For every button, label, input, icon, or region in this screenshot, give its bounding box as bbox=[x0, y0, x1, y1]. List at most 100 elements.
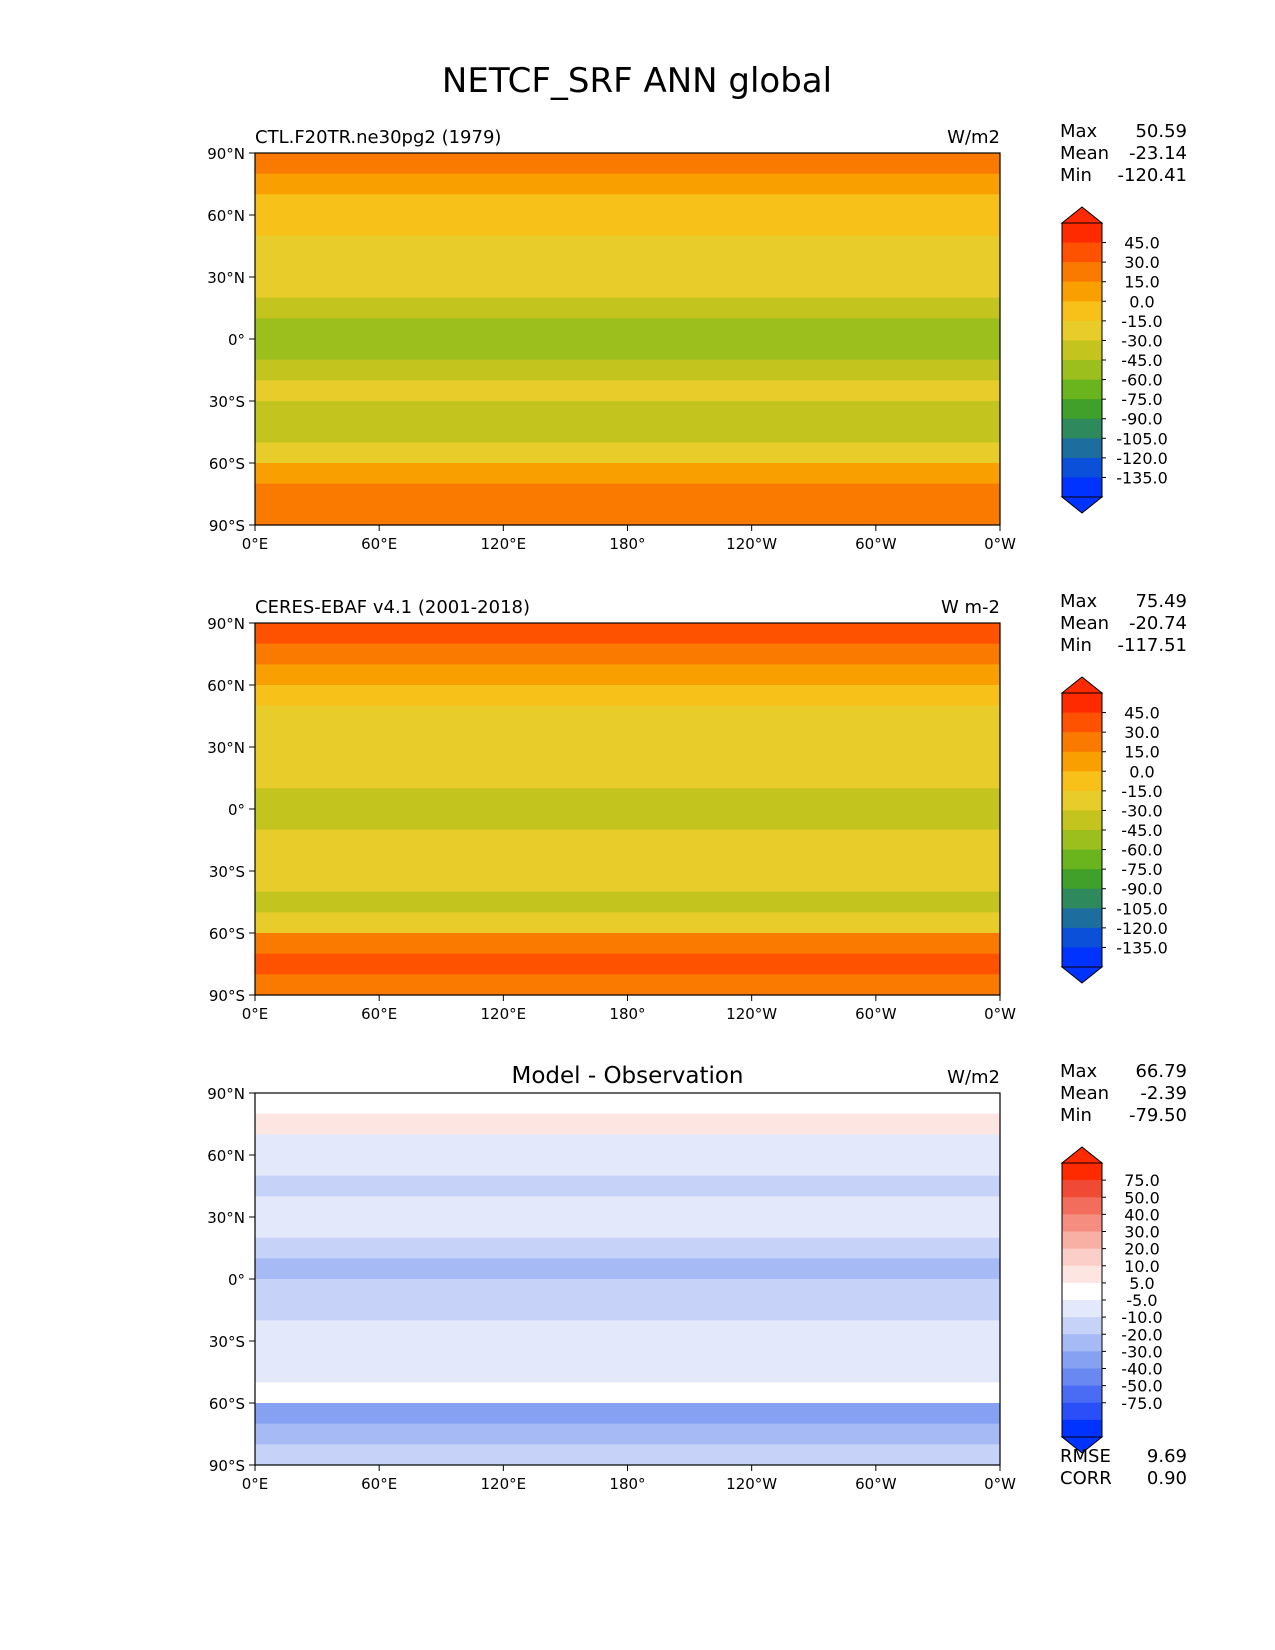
lat-band bbox=[255, 953, 1000, 975]
lat-tick-label: 30°N bbox=[207, 1209, 245, 1227]
stat-value: -120.41 bbox=[1118, 165, 1187, 186]
colorbar-label: -30.0 bbox=[1121, 331, 1162, 350]
lat-tick-label: 30°S bbox=[209, 1333, 245, 1351]
colorbar-label: 30.0 bbox=[1124, 1223, 1160, 1242]
lon-tick-label: 60°W bbox=[855, 1005, 897, 1023]
lat-band bbox=[255, 463, 1000, 485]
colorbar-label: -60.0 bbox=[1121, 841, 1162, 860]
lat-band bbox=[255, 850, 1000, 872]
lat-band bbox=[255, 1134, 1000, 1156]
colorbar-segment bbox=[1062, 438, 1102, 459]
lat-band bbox=[255, 1237, 1000, 1259]
lon-tick-label: 120°E bbox=[481, 535, 527, 553]
colorbar-label: -75.0 bbox=[1121, 390, 1162, 409]
colorbar-label: -30.0 bbox=[1121, 1342, 1162, 1361]
lat-tick-label: 90°S bbox=[209, 1457, 245, 1475]
lat-tick-label: 60°S bbox=[209, 455, 245, 473]
colorbar-segment bbox=[1062, 242, 1102, 263]
colorbar: 45.030.015.00.0-15.0-30.0-45.0-60.0-75.0… bbox=[1060, 206, 1168, 514]
lat-band bbox=[255, 643, 1000, 665]
colorbar-segment bbox=[1062, 399, 1102, 420]
colorbar-segment bbox=[1062, 712, 1102, 733]
colorbar-segment bbox=[1062, 888, 1102, 909]
stat-value: 66.79 bbox=[1135, 1061, 1187, 1082]
lon-tick-label: 120°W bbox=[726, 535, 777, 553]
lat-band bbox=[255, 339, 1000, 361]
colorbar: 75.050.040.030.020.010.05.0-5.0-10.0-20.… bbox=[1060, 1146, 1163, 1454]
lat-band bbox=[255, 1403, 1000, 1425]
colorbar-segment bbox=[1062, 301, 1102, 322]
stat-value: 75.49 bbox=[1135, 591, 1187, 612]
colorbar-under-triangle bbox=[1060, 966, 1104, 984]
colorbar-label: -120.0 bbox=[1116, 449, 1168, 468]
stat-label: Min bbox=[1060, 1105, 1092, 1126]
lat-band bbox=[255, 1196, 1000, 1218]
lat-band bbox=[255, 809, 1000, 831]
lon-tick-label: 120°E bbox=[481, 1005, 527, 1023]
colorbar-segment bbox=[1062, 732, 1102, 753]
colorbar-over-triangle bbox=[1060, 206, 1104, 224]
colorbar-segment bbox=[1062, 1180, 1102, 1198]
lat-band bbox=[255, 297, 1000, 319]
colorbar-segment bbox=[1062, 340, 1102, 361]
stat-value: -20.74 bbox=[1129, 613, 1187, 634]
lat-tick-label: 0° bbox=[228, 801, 245, 819]
colorbar-segment bbox=[1062, 320, 1102, 341]
lat-tick-label: 0° bbox=[228, 1271, 245, 1289]
stat-label: RMSE bbox=[1060, 1446, 1111, 1467]
lat-band bbox=[255, 359, 1000, 381]
panels: CTL.F20TR.ne30pg2 (1979) W/m2 90°N 60°N 30°N… bbox=[207, 121, 1187, 1493]
colorbar-label: 10.0 bbox=[1124, 1257, 1160, 1276]
lat-tick-label: 60°N bbox=[207, 207, 245, 225]
colorbar-label: -135.0 bbox=[1116, 938, 1168, 957]
colorbar-label: -135.0 bbox=[1116, 468, 1168, 487]
lon-tick-label: 0°W bbox=[984, 1005, 1016, 1023]
colorbar-label: -105.0 bbox=[1116, 429, 1168, 448]
lat-band bbox=[255, 153, 1000, 175]
panel-title: CTL.F20TR.ne30pg2 (1979) bbox=[255, 127, 501, 148]
colorbar-label: -50.0 bbox=[1121, 1377, 1162, 1396]
lon-tick-label: 120°E bbox=[481, 1475, 527, 1493]
lon-tick-label: 60°W bbox=[855, 535, 897, 553]
lon-tick-label: 120°W bbox=[726, 1475, 777, 1493]
colorbar-segment bbox=[1062, 477, 1102, 498]
lat-band bbox=[255, 1217, 1000, 1239]
stat-label: Mean bbox=[1060, 1083, 1109, 1104]
stat-value: -117.51 bbox=[1118, 635, 1187, 656]
lat-band bbox=[255, 1382, 1000, 1404]
lat-band bbox=[255, 747, 1000, 769]
stat-label: Max bbox=[1060, 121, 1098, 142]
colorbar-label: 15.0 bbox=[1124, 743, 1160, 762]
lon-tick-label: 0°E bbox=[242, 535, 269, 553]
map-field bbox=[255, 623, 1000, 996]
panel-title: Model - Observation bbox=[511, 1063, 743, 1089]
colorbar-label: 75.0 bbox=[1124, 1171, 1160, 1190]
lat-band bbox=[255, 1279, 1000, 1301]
lon-tick-label: 0°E bbox=[242, 1475, 269, 1493]
colorbar-segment bbox=[1062, 1163, 1102, 1181]
colorbar-segment bbox=[1062, 1402, 1102, 1421]
lat-band bbox=[255, 235, 1000, 257]
colorbar-label: -120.0 bbox=[1116, 919, 1168, 938]
colorbar-label: -20.0 bbox=[1121, 1325, 1162, 1344]
colorbar: 45.030.015.00.0-15.0-30.0-45.0-60.0-75.0… bbox=[1060, 676, 1168, 984]
lat-band bbox=[255, 912, 1000, 934]
map-field bbox=[255, 1093, 1000, 1466]
colorbar-segment bbox=[1062, 262, 1102, 283]
lat-band bbox=[255, 664, 1000, 686]
lat-band bbox=[255, 1341, 1000, 1363]
colorbar-segment bbox=[1062, 1368, 1102, 1387]
lat-tick-label: 30°N bbox=[207, 269, 245, 287]
lat-band bbox=[255, 1423, 1000, 1445]
colorbar-segment bbox=[1062, 908, 1102, 929]
lat-band bbox=[255, 1320, 1000, 1342]
panel-units: W/m2 bbox=[947, 127, 1000, 148]
colorbar-segment bbox=[1062, 1248, 1102, 1267]
colorbar-segment bbox=[1062, 790, 1102, 811]
lon-tick-label: 60°E bbox=[361, 535, 397, 553]
colorbar-label: 50.0 bbox=[1124, 1188, 1160, 1207]
panel-units: W/m2 bbox=[947, 1067, 1000, 1088]
colorbar-segment bbox=[1062, 1282, 1102, 1301]
stat-value: -79.50 bbox=[1129, 1105, 1187, 1126]
lat-band bbox=[255, 726, 1000, 748]
